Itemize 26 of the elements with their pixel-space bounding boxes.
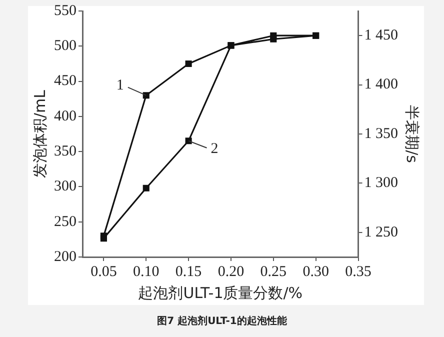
y2-tick-label: 1 350 — [364, 126, 398, 142]
x-tick-label: 0.25 — [260, 264, 287, 280]
x-tick-label: 0.30 — [302, 264, 329, 280]
x-tick-label: 0.10 — [133, 264, 160, 280]
y-axis-title: 发泡体积/mL — [30, 89, 49, 178]
y2-tick-label: 1 400 — [364, 76, 398, 93]
y2-tick-label: 1 250 — [364, 224, 398, 240]
y-tick-label: 450 — [54, 73, 76, 90]
y-tick-label: 350 — [54, 144, 76, 160]
y-tick-label: 500 — [54, 38, 76, 54]
x-tick-label: 0.15 — [175, 264, 202, 280]
y-tick-label: 300 — [54, 178, 76, 195]
y-tick-label: 200 — [54, 248, 76, 265]
y-tick-label: 250 — [54, 214, 76, 230]
y2-tick-label: 1 300 — [364, 175, 398, 192]
series-label: 2 — [210, 141, 218, 158]
y-tick-label: 550 — [54, 2, 76, 19]
series-label: 1 — [116, 78, 124, 94]
x-tick-label: 0.20 — [218, 264, 244, 280]
y-tick-label: 400 — [54, 108, 76, 124]
y2-axis-title: 半衰期/s — [403, 105, 422, 164]
x-axis-title: 起泡剂ULT-1质量分数/% — [138, 284, 303, 302]
x-tick-label: 0.35 — [345, 264, 372, 280]
x-tick-label: 0.05 — [90, 264, 117, 280]
text: 图7 起泡剂ULT-1的起泡性能 — [156, 314, 288, 328]
y2-tick-label: 1 450 — [364, 28, 398, 44]
